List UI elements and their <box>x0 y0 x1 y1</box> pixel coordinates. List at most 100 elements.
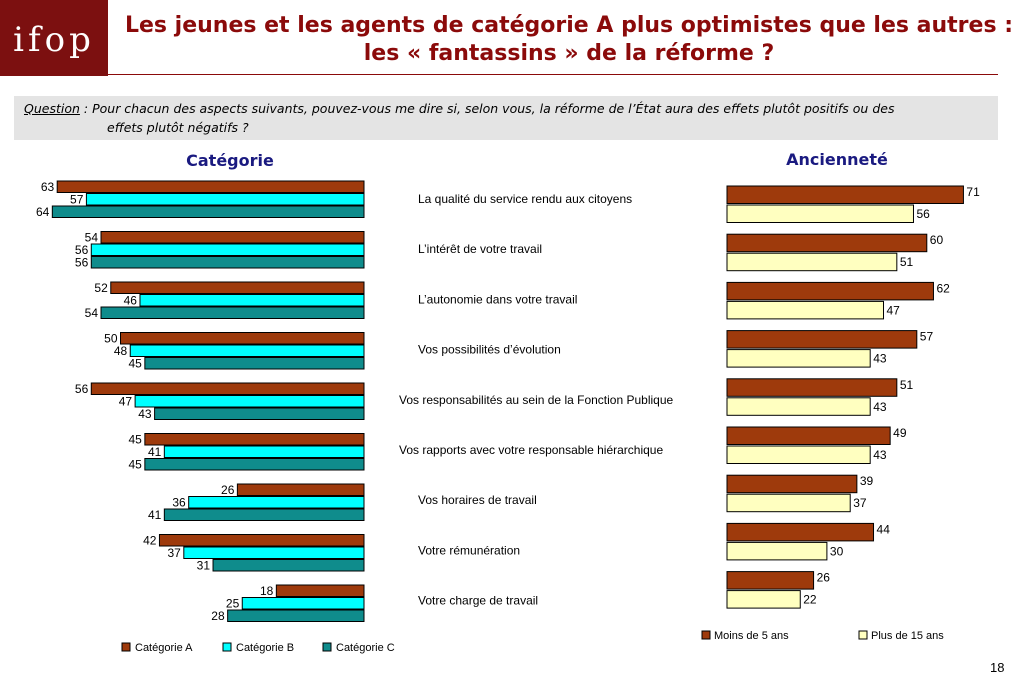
bar-cat-1-6 <box>144 433 365 446</box>
bar-cat-3-3 <box>100 306 365 319</box>
value-label-cat-3-5: 43 <box>138 407 152 421</box>
value-label-cat-2-8: 37 <box>167 546 181 560</box>
bar-cat-1-2 <box>100 231 365 244</box>
page-title: Les jeunes et les agents de catégorie A … <box>115 12 1023 68</box>
value-label-cat-3-8: 31 <box>197 559 211 573</box>
bar-anc-2-5 <box>726 397 871 416</box>
question-text-1: : Pour chacun des aspects suivants, pouv… <box>79 101 895 116</box>
bar-cat-2-2 <box>90 243 365 256</box>
aspect-label-4: Vos possibilités d’évolution <box>418 343 561 357</box>
value-label-anc-2-7: 37 <box>853 496 867 510</box>
question-line-2: effets plutôt négatifs ? <box>107 120 249 135</box>
bar-cat-3-7 <box>163 508 365 521</box>
value-label-anc-2-1: 56 <box>916 207 930 221</box>
title-line-2: les « fantassins » de la réforme ? <box>363 41 775 66</box>
bar-cat-1-9 <box>275 584 365 597</box>
bar-cat-3-9 <box>227 609 365 622</box>
value-label-cat-2-3: 46 <box>124 294 138 308</box>
value-label-anc-2-6: 43 <box>873 448 887 462</box>
value-label-cat-3-9: 28 <box>211 609 225 623</box>
value-label-cat-1-7: 26 <box>221 483 235 497</box>
value-label-cat-2-5: 47 <box>119 395 133 409</box>
bar-anc-2-2 <box>726 252 898 272</box>
bar-cat-2-1 <box>85 193 365 206</box>
aspect-label-5: Vos responsabilités au sein de la Foncti… <box>399 393 674 407</box>
bar-cat-2-5 <box>134 395 365 408</box>
bar-cat-2-4 <box>129 344 365 357</box>
bar-cat-3-2 <box>90 256 365 269</box>
value-label-cat-3-7: 41 <box>148 508 162 522</box>
bar-cat-2-7 <box>188 496 365 509</box>
value-label-cat-3-3: 54 <box>85 306 99 320</box>
value-label-cat-3-2: 56 <box>75 256 89 270</box>
bar-anc-2-9 <box>726 590 801 609</box>
bar-cat-3-5 <box>154 407 365 420</box>
bar-anc-1-1 <box>726 185 964 204</box>
title-divider <box>108 74 998 75</box>
bar-cat-2-6 <box>163 445 365 458</box>
title-line-1: Les jeunes et les agents de catégorie A … <box>124 13 1013 38</box>
legend-swatch-cat-2 <box>222 642 232 652</box>
bar-anc-1-4 <box>726 330 918 349</box>
legend-swatch-cat-1 <box>121 642 131 652</box>
value-label-anc-1-6: 49 <box>893 426 907 440</box>
value-label-anc-2-4: 43 <box>873 352 887 366</box>
logo-text: ifop <box>13 20 95 60</box>
bar-cat-2-3 <box>139 294 365 307</box>
legend-swatch-cat-3 <box>322 642 332 652</box>
value-label-anc-1-3: 62 <box>936 281 950 295</box>
value-label-cat-1-4: 50 <box>104 332 118 346</box>
bar-anc-2-3 <box>726 300 885 320</box>
legend-swatch-anc-2 <box>858 630 868 640</box>
bar-cat-1-7 <box>236 483 365 496</box>
bar-cat-1-3 <box>110 281 365 294</box>
value-label-cat-3-4: 45 <box>128 357 142 371</box>
value-label-anc-1-7: 39 <box>860 474 874 488</box>
value-label-anc-1-2: 60 <box>930 233 944 247</box>
bar-anc-2-1 <box>726 204 914 223</box>
bar-cat-3-4 <box>144 357 365 370</box>
value-label-anc-2-8: 30 <box>830 544 844 558</box>
value-label-cat-3-6: 45 <box>128 458 142 472</box>
question-box: Question : Pour chacun des aspects suiva… <box>14 96 998 140</box>
aspect-label-6: Vos rapports avec votre responsable hiér… <box>399 443 663 457</box>
bar-anc-2-4 <box>726 349 871 368</box>
aspect-label-9: Votre charge de travail <box>418 594 538 608</box>
legend-label-cat-2: Catégorie B <box>236 642 294 654</box>
question-line-1: Question : Pour chacun des aspects suiva… <box>24 101 894 116</box>
value-label-anc-2-2: 51 <box>900 255 914 269</box>
value-label-cat-1-2: 54 <box>85 231 99 245</box>
bar-anc-2-7 <box>726 493 851 513</box>
value-label-cat-2-7: 36 <box>172 496 186 510</box>
value-label-cat-1-3: 52 <box>94 281 108 295</box>
bar-anc-1-8 <box>726 522 875 542</box>
value-label-anc-1-8: 44 <box>877 522 891 536</box>
legend-label-anc-2: Plus de 15 ans <box>871 630 944 642</box>
value-label-anc-1-1: 71 <box>966 185 980 199</box>
value-label-cat-1-8: 42 <box>143 534 157 548</box>
right-chart-title: Ancienneté <box>786 150 888 169</box>
value-label-anc-2-5: 43 <box>873 400 887 414</box>
aspect-label-2: L’intérêt de votre travail <box>418 242 542 256</box>
question-label: Question <box>24 101 80 116</box>
legend-label-anc-1: Moins de 5 ans <box>714 630 789 642</box>
value-label-cat-1-5: 56 <box>75 382 89 396</box>
value-label-cat-1-1: 63 <box>41 180 55 194</box>
value-label-anc-2-9: 22 <box>803 593 817 607</box>
value-label-anc-1-9: 26 <box>817 571 831 585</box>
bar-cat-1-5 <box>90 382 365 395</box>
bar-cat-3-8 <box>212 559 365 572</box>
page-number: 18 <box>990 660 1005 675</box>
value-label-cat-1-9: 18 <box>260 584 274 598</box>
value-label-cat-1-6: 45 <box>128 433 142 447</box>
legend-label-cat-1: Catégorie A <box>135 642 193 654</box>
aspect-label-3: L’autonomie dans votre travail <box>418 292 577 306</box>
value-label-anc-1-5: 51 <box>900 378 914 392</box>
left-chart-title: Catégorie <box>186 151 274 170</box>
bar-anc-1-5 <box>726 378 898 397</box>
bar-cat-1-4 <box>120 332 365 345</box>
value-label-cat-2-9: 25 <box>226 597 240 611</box>
bar-anc-1-6 <box>726 426 891 445</box>
aspect-label-7: Vos horaires de travail <box>418 493 537 507</box>
